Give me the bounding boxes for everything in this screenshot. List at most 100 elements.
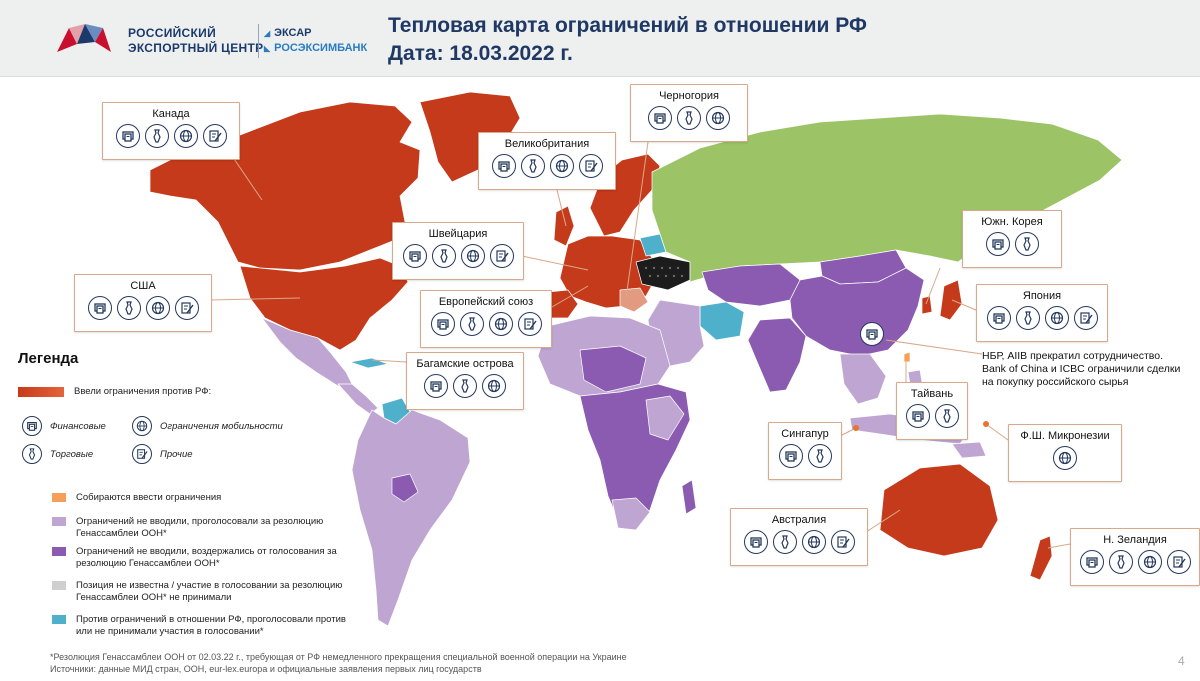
callout-country-name: Швейцария xyxy=(428,228,488,240)
org-name: РОССИЙСКИЙ ЭКСПОРТНЫЙ ЦЕНТР xyxy=(128,26,264,55)
callout-box: Багамские острова xyxy=(406,352,524,410)
legend-trade: Торговые xyxy=(22,444,93,464)
legend-label: Ограничений не вводили, воздержались от … xyxy=(76,546,337,569)
region-central-america xyxy=(337,383,379,415)
financial-icon xyxy=(986,306,1011,330)
callout-icons xyxy=(393,244,523,268)
partner-logos: ◢ ЭКСАР ◣ РОСЭКСИМБАНК xyxy=(264,27,368,54)
legend-mobility: Ограничения мобильности xyxy=(132,416,283,436)
trade-icon xyxy=(677,106,701,130)
swatch-preparing xyxy=(52,493,66,502)
region-east-africa xyxy=(645,395,685,441)
micronesia-marker xyxy=(983,421,989,427)
region-png xyxy=(951,441,987,459)
region-australia xyxy=(879,463,999,557)
mobility-icon xyxy=(1137,550,1162,574)
callout-box: Н. Зеландия xyxy=(1070,528,1200,586)
trade-icon xyxy=(807,444,832,468)
callout-box: Япония xyxy=(976,284,1108,342)
mobility-icon xyxy=(145,296,170,320)
callout-box: Швейцария xyxy=(392,222,524,280)
region-korea xyxy=(921,295,933,315)
legend-label: Прочие xyxy=(160,448,193,460)
financial-icon xyxy=(491,154,516,178)
region-iran xyxy=(699,301,745,341)
callout-box: Черногория xyxy=(630,84,748,142)
callout-country-name: Черногория xyxy=(659,90,719,102)
callout-box: Ф.Ш. Микронезии xyxy=(1008,424,1122,482)
callout-icons xyxy=(1071,550,1199,574)
financial-icon xyxy=(115,124,140,148)
other-icon xyxy=(578,154,603,178)
legend-imposed: Ввели ограничения против РФ: xyxy=(18,386,211,398)
mobility-icon xyxy=(488,312,513,336)
region-sahel xyxy=(579,345,647,393)
swatch-imposed xyxy=(18,387,64,397)
region-china xyxy=(789,267,925,357)
legend-label: Собираются ввести ограничения xyxy=(76,492,222,503)
region-madagascar xyxy=(681,479,697,515)
trade-icon xyxy=(453,374,477,398)
financial-icon xyxy=(87,296,112,320)
financial-icon xyxy=(22,416,42,436)
callout-icons xyxy=(1009,446,1121,470)
region-india xyxy=(747,317,807,393)
callout-icons xyxy=(407,374,523,398)
region-central-asia xyxy=(701,263,801,307)
legend-label: Финансовые xyxy=(50,420,106,432)
legend-label: Против ограничений в отношении РФ, прого… xyxy=(76,614,346,637)
callout-box: Сингапур xyxy=(768,422,842,480)
trade-icon xyxy=(431,244,456,268)
callout-country-name: Австралия xyxy=(771,514,827,526)
callout-icons xyxy=(479,154,615,178)
callout-country-name: Ф.Ш. Микронезии xyxy=(1020,430,1110,442)
other-icon xyxy=(132,444,152,464)
callout-icons xyxy=(977,306,1107,330)
header: РОССИЙСКИЙ ЭКСПОРТНЫЙ ЦЕНТР ◢ ЭКСАР ◣ РОСЭ… xyxy=(0,0,1200,77)
page-number: 4 xyxy=(1178,654,1185,668)
legend-label: Торговые xyxy=(50,448,94,460)
financial-icon xyxy=(648,106,672,130)
other-icon xyxy=(1166,550,1191,574)
mobility-icon xyxy=(173,124,198,148)
callout-box: США xyxy=(74,274,212,332)
callout-country-name: Н. Зеландия xyxy=(1103,534,1167,546)
callout-box: Австралия xyxy=(730,508,868,566)
callout-country-name: Южн. Корея xyxy=(981,216,1043,228)
callout-icons xyxy=(631,106,747,130)
callout-country-name: Сингапур xyxy=(781,428,829,440)
callout-country-name: Япония xyxy=(1022,290,1062,302)
region-usa xyxy=(239,257,409,351)
legend-title: Легенда xyxy=(18,350,79,367)
page-title: Тепловая карта ограничений в отношении Р… xyxy=(388,14,867,65)
other-icon xyxy=(174,296,199,320)
region-uk xyxy=(553,205,575,247)
singapore-marker xyxy=(853,425,859,431)
region-new-zealand xyxy=(1029,535,1053,581)
legend-label: Ограничений не вводили, проголосовали за… xyxy=(76,516,324,539)
trade-icon xyxy=(1015,306,1040,330)
trade-icon xyxy=(520,154,545,178)
legend-other: Прочие xyxy=(132,444,193,464)
region-bolivia xyxy=(391,473,419,503)
callout-icons xyxy=(897,404,967,428)
legend-label: Ограничения мобильности xyxy=(160,420,283,432)
trade-icon xyxy=(116,296,141,320)
trade-icon xyxy=(22,444,42,464)
swatch-against xyxy=(52,615,66,624)
callout-icons xyxy=(103,124,239,148)
legend-against: Против ограничений в отношении РФ, прого… xyxy=(52,614,352,638)
callout-box: Европейский союз xyxy=(420,290,552,348)
region-japan xyxy=(939,279,963,321)
exar-logo-icon: ◢ xyxy=(264,29,271,38)
financial-icon xyxy=(860,322,884,346)
callout-country-name: США xyxy=(130,280,156,292)
mobility-icon xyxy=(132,416,152,436)
callout-country-name: Багамские острова xyxy=(416,358,514,370)
callout-country-name: Канада xyxy=(152,108,190,120)
roseximbank-logo-icon: ◣ xyxy=(264,44,271,53)
region-southern-africa xyxy=(611,497,651,531)
mobility-icon xyxy=(1053,446,1077,470)
callout-icons xyxy=(421,312,551,336)
other-icon xyxy=(517,312,542,336)
